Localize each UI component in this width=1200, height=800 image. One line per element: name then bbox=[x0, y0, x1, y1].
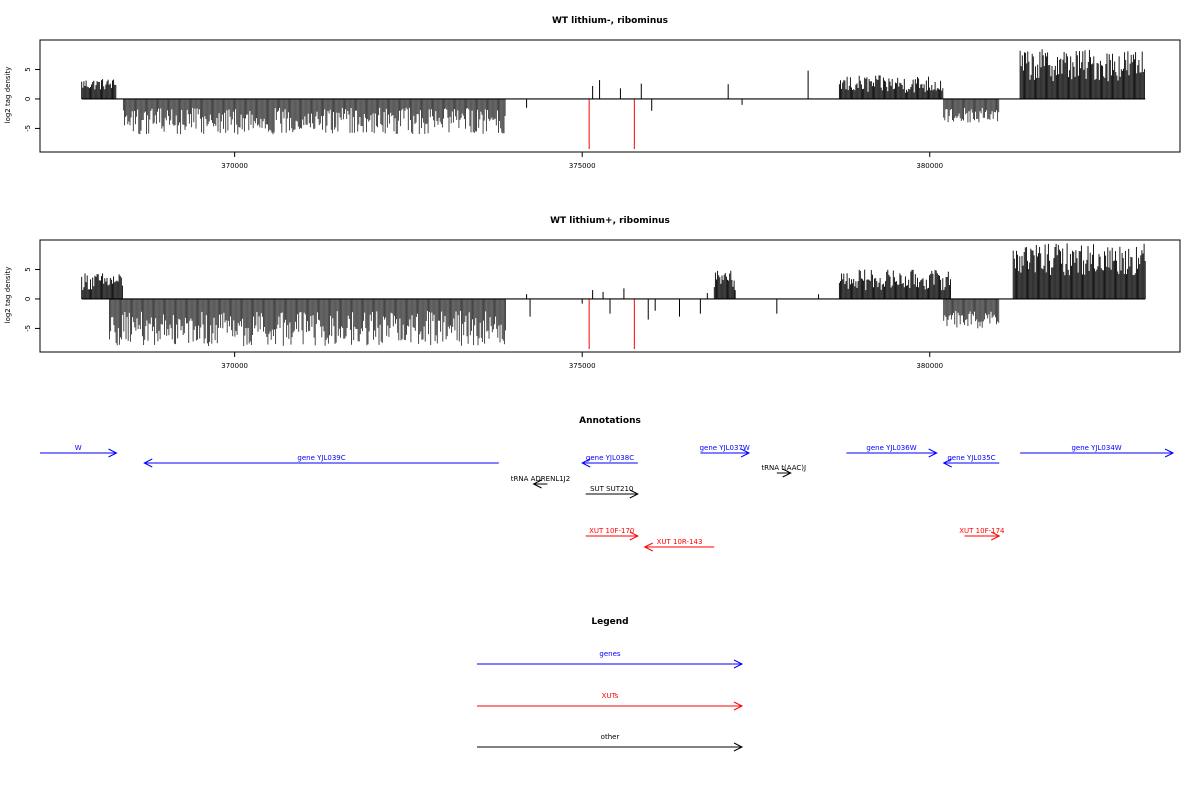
annotation-feature: tRNA t(AAC)J bbox=[761, 464, 806, 478]
annotation-feature: gene YJL037W bbox=[700, 444, 751, 458]
arrow-head bbox=[942, 458, 952, 468]
arrow-head bbox=[733, 742, 744, 752]
feature-label: gene YJL035C bbox=[947, 454, 995, 462]
feature-label: SUT SUT210 bbox=[590, 485, 633, 493]
feature-label: XUT 10F-170 bbox=[589, 527, 634, 535]
x-tick-label: 370000 bbox=[221, 162, 248, 170]
arrow-head bbox=[629, 489, 639, 499]
arrow-head bbox=[629, 531, 639, 541]
legend-entries: genes XUTs other bbox=[477, 650, 744, 752]
track-panel-lithium-minus: WT lithium-, ribominus log2 tag density … bbox=[4, 16, 1181, 170]
plot-frame bbox=[39, 39, 1181, 153]
annotation-feature: gene YJL038C bbox=[581, 454, 638, 468]
y-axis: -5 0 5 bbox=[24, 67, 40, 132]
y-tick-label: -5 bbox=[24, 125, 32, 132]
annotation-feature: gene YJL035C bbox=[942, 454, 1000, 468]
legend-label: genes bbox=[599, 650, 620, 658]
arrow-head bbox=[532, 479, 542, 489]
x-tick-label: 375000 bbox=[569, 362, 596, 370]
legend-label: XUTs bbox=[602, 692, 619, 700]
arrow-head bbox=[740, 448, 751, 458]
annotations-title: Annotations bbox=[579, 416, 641, 426]
arrow-head bbox=[782, 468, 792, 478]
track-title: WT lithium-, ribominus bbox=[552, 16, 668, 26]
arrow-head bbox=[928, 448, 938, 458]
annotation-feature: XUT 10R-143 bbox=[643, 538, 715, 552]
arrow-head bbox=[733, 659, 744, 669]
feature-label: tRNA ADRENL1J2 bbox=[511, 475, 570, 483]
legend-label: other bbox=[601, 733, 620, 741]
feature-label: gene YJL034W bbox=[1071, 444, 1121, 452]
feature-label: gene YJL036W bbox=[866, 444, 916, 452]
legend-title: Legend bbox=[591, 617, 628, 627]
plot-frame bbox=[39, 239, 1181, 353]
bar-series bbox=[81, 243, 1146, 350]
arrow-head bbox=[643, 542, 653, 552]
arrow-head bbox=[1164, 448, 1175, 458]
annotation-feature: XUT 10F-174 bbox=[959, 527, 1005, 541]
legend-entry-xut: XUTs bbox=[477, 692, 744, 711]
track-title: WT lithium+, ribominus bbox=[550, 216, 670, 226]
y-tick-label: 0 bbox=[24, 97, 32, 101]
annotation-feature: W bbox=[40, 444, 118, 458]
legend-panel: Legend genes XUTs other bbox=[477, 617, 744, 752]
y-axis: -5 0 5 bbox=[24, 267, 40, 332]
feature-label: gene YJL038C bbox=[586, 454, 634, 462]
y-tick-label: 5 bbox=[24, 67, 32, 71]
y-tick-label: 0 bbox=[24, 297, 32, 301]
feature-label: W bbox=[75, 444, 82, 452]
x-tick-label: 380000 bbox=[916, 362, 943, 370]
arrow-head bbox=[733, 701, 744, 711]
legend-entry-gene: genes bbox=[477, 650, 744, 669]
feature-label: XUT 10R-143 bbox=[657, 538, 703, 546]
y-axis-label: log2 tag density bbox=[4, 267, 12, 324]
legend-entry-other: other bbox=[477, 733, 744, 752]
x-tick-label: 370000 bbox=[221, 362, 248, 370]
annotation-feature: tRNA ADRENL1J2 bbox=[511, 475, 570, 489]
y-tick-label: -5 bbox=[24, 325, 32, 332]
bar-series bbox=[81, 49, 1146, 150]
x-tick-label: 380000 bbox=[916, 162, 943, 170]
y-axis-label: log2 tag density bbox=[4, 67, 12, 124]
annotation-feature: XUT 10F-170 bbox=[585, 527, 639, 541]
feature-label: tRNA t(AAC)J bbox=[761, 464, 806, 472]
annotation-feature: gene YJL034W bbox=[1020, 444, 1175, 458]
x-tick-label: 375000 bbox=[569, 162, 596, 170]
arrow-head bbox=[143, 458, 153, 468]
arrow-head bbox=[991, 531, 1001, 541]
arrow-head bbox=[581, 458, 591, 468]
annotation-feature: SUT SUT210 bbox=[585, 485, 639, 499]
track-panel-lithium-plus: WT lithium+, ribominus log2 tag density … bbox=[4, 216, 1181, 370]
annotation-feature: gene YJL036W bbox=[846, 444, 938, 458]
feature-label: XUT 10F-174 bbox=[959, 527, 1005, 535]
annotation-feature: gene YJL039C bbox=[143, 454, 499, 468]
feature-label: gene YJL039C bbox=[297, 454, 345, 462]
feature-label: gene YJL037W bbox=[700, 444, 750, 452]
arrow-head bbox=[108, 448, 118, 458]
x-axis: 370000 375000 380000 bbox=[221, 152, 943, 170]
y-tick-label: 5 bbox=[24, 267, 32, 271]
x-axis: 370000 375000 380000 bbox=[221, 352, 943, 370]
